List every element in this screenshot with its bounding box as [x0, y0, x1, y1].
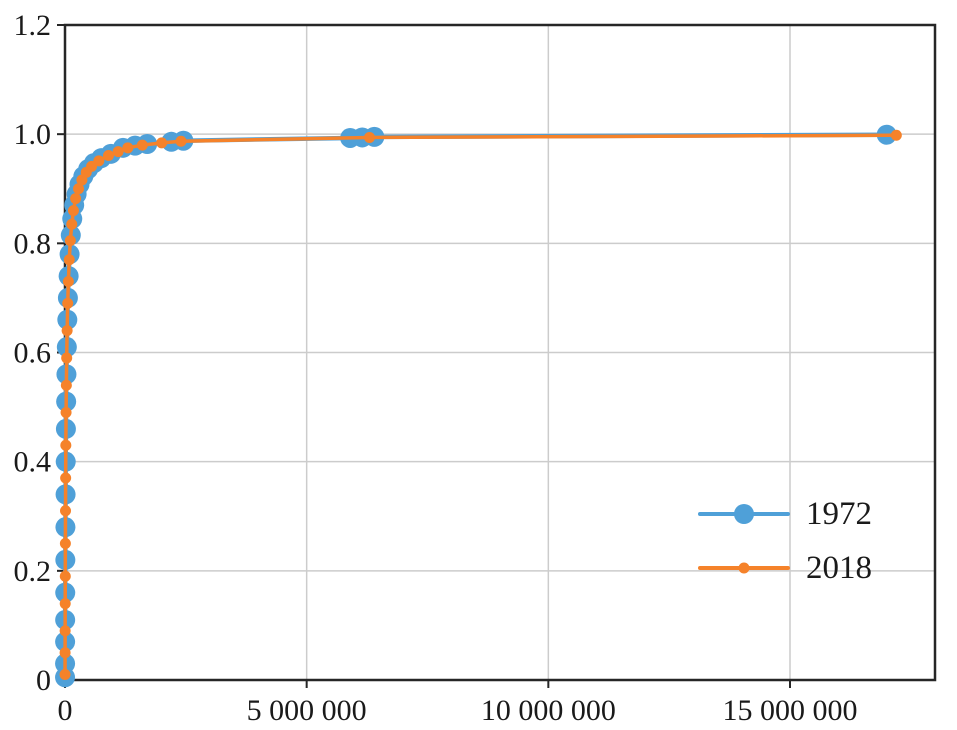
- legend-item-2018: 2018: [698, 548, 872, 588]
- data-point-2018: [59, 598, 71, 610]
- y-tick-label: 0.6: [14, 337, 52, 370]
- series-line-2018: [63, 133, 897, 675]
- x-tick-label: 5 000 000: [247, 694, 367, 727]
- legend-marker-1972-icon: [734, 504, 754, 524]
- legend-line-2018: [698, 562, 790, 574]
- data-point-2018: [61, 325, 73, 337]
- data-point-2018: [103, 149, 114, 161]
- y-tick-label: 0: [36, 664, 51, 697]
- x-tick-label: 15 000 000: [723, 694, 858, 727]
- data-point-2018: [59, 625, 71, 637]
- y-tick-label: 0.4: [14, 446, 52, 479]
- data-point-2018: [60, 379, 72, 391]
- data-point-2018: [62, 276, 74, 288]
- data-point-2018: [59, 647, 71, 659]
- series-line-1972: [62, 132, 887, 678]
- data-point-2018: [64, 235, 76, 247]
- data-point-2018: [63, 254, 75, 266]
- data-point-2018: [60, 439, 72, 451]
- data-point-2018: [93, 155, 105, 167]
- legend-marker-2018-icon: [738, 562, 750, 574]
- data-point-2018: [60, 505, 72, 517]
- x-tick-label: 10 000 000: [481, 694, 616, 727]
- data-point-2018: [62, 297, 74, 309]
- data-point-2018: [66, 218, 78, 230]
- y-tick-label: 1.2: [14, 9, 52, 42]
- data-point-2018: [890, 129, 902, 141]
- data-point-2018: [59, 570, 71, 582]
- data-point-2018: [156, 137, 168, 149]
- data-point-2018: [136, 139, 148, 151]
- legend: 1972 2018: [698, 494, 872, 588]
- legend-line-1972: [698, 504, 790, 524]
- legend-label-2018: 2018: [806, 549, 872, 586]
- data-point-2018: [60, 407, 72, 419]
- data-point-2018: [112, 146, 124, 158]
- legend-item-1972: 1972: [698, 494, 872, 534]
- data-point-2018: [364, 131, 375, 143]
- legend-label-1972: 1972: [806, 495, 872, 532]
- data-point-2018: [59, 669, 71, 681]
- y-tick-label: 0.2: [14, 555, 52, 588]
- y-tick-label: 0.8: [14, 227, 52, 260]
- x-tick-label: 0: [58, 694, 73, 727]
- data-point-2018: [60, 472, 72, 484]
- y-tick-label: 1.0: [14, 118, 52, 151]
- data-point-2018: [70, 193, 82, 205]
- data-point-2018: [67, 205, 79, 217]
- data-point-2018: [175, 135, 187, 147]
- data-point-2018: [59, 538, 71, 550]
- data-point-2018: [73, 183, 85, 195]
- data-point-2018: [61, 352, 73, 364]
- data-point-2018: [122, 142, 134, 154]
